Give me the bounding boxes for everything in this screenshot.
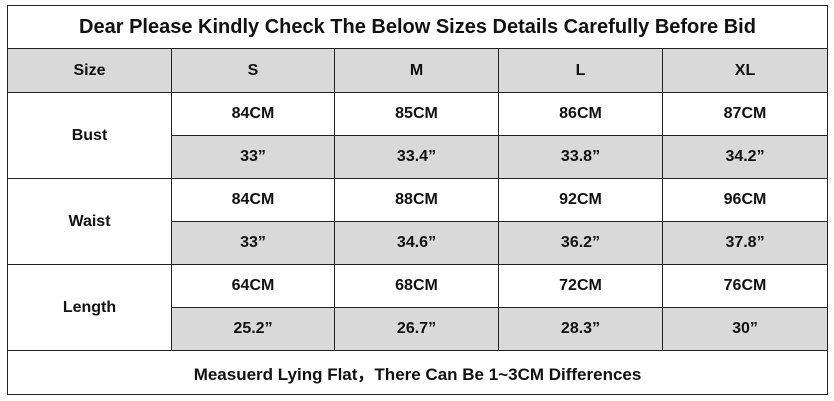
row-label: Bust [7,92,172,179]
cm-cell: 86CM [498,92,663,136]
inch-cell: 26.7” [334,307,499,351]
table-body: Dear Please Kindly Check The Below Sizes… [6,5,829,395]
inch-row: 33” 33.4” 33.8” 34.2” [8,135,829,179]
inch-cell: 33.4” [334,135,499,179]
cm-row: Length 64CM 68CM 72CM 76CM [7,264,829,351]
cm-cell: 64CM [171,264,335,308]
size-table: Dear Please Kindly Check The Below Sizes… [6,5,829,395]
footer-row: Measuerd Lying Flat，There Can Be 1~3CM D… [6,350,829,395]
cm-cell: 85CM [334,92,499,136]
inch-row: 25.2” 26.7” 28.3” 30” [8,307,829,351]
footer-note: Measuerd Lying Flat，There Can Be 1~3CM D… [6,350,829,395]
inch-cell: 33” [171,135,335,179]
title: Dear Please Kindly Check The Below Sizes… [6,5,829,49]
cm-row: Bust 84CM 85CM 86CM 87CM [7,92,829,179]
title-row: Dear Please Kindly Check The Below Sizes… [6,5,829,49]
cm-cell: 96CM [661,178,829,222]
cm-cell: 84CM [171,92,335,136]
cm-cell: 72CM [498,264,663,308]
cm-cell: 68CM [334,264,499,308]
header-cell: S [171,48,335,93]
cm-cell: 92CM [498,178,663,222]
inch-row: 33” 34.6” 36.2” 37.8” [8,221,829,265]
cm-cell: 84CM [171,178,335,222]
row-label: Waist [7,178,172,265]
inch-cell: 30” [661,307,829,351]
header-cell: XL [661,48,829,93]
cm-row: Waist 84CM 88CM 92CM 96CM [7,178,829,265]
inch-cell: 36.2” [498,221,663,265]
cm-cell: 88CM [334,178,499,222]
inch-cell: 37.8” [661,221,829,265]
cm-cell: 76CM [661,264,829,308]
inch-cell: 25.2” [171,307,335,351]
header-cell: L [498,48,663,93]
inch-cell: 28.3” [498,307,663,351]
inch-cell: 34.6” [334,221,499,265]
header-row: Size S M L XL [7,48,829,93]
cm-cell: 87CM [661,92,829,136]
row-label: Length [7,264,172,351]
inch-cell: 33” [171,221,335,265]
header-cell: M [334,48,499,93]
header-cell: Size [7,48,172,93]
inch-cell: 34.2” [661,135,829,179]
inch-cell: 33.8” [498,135,663,179]
